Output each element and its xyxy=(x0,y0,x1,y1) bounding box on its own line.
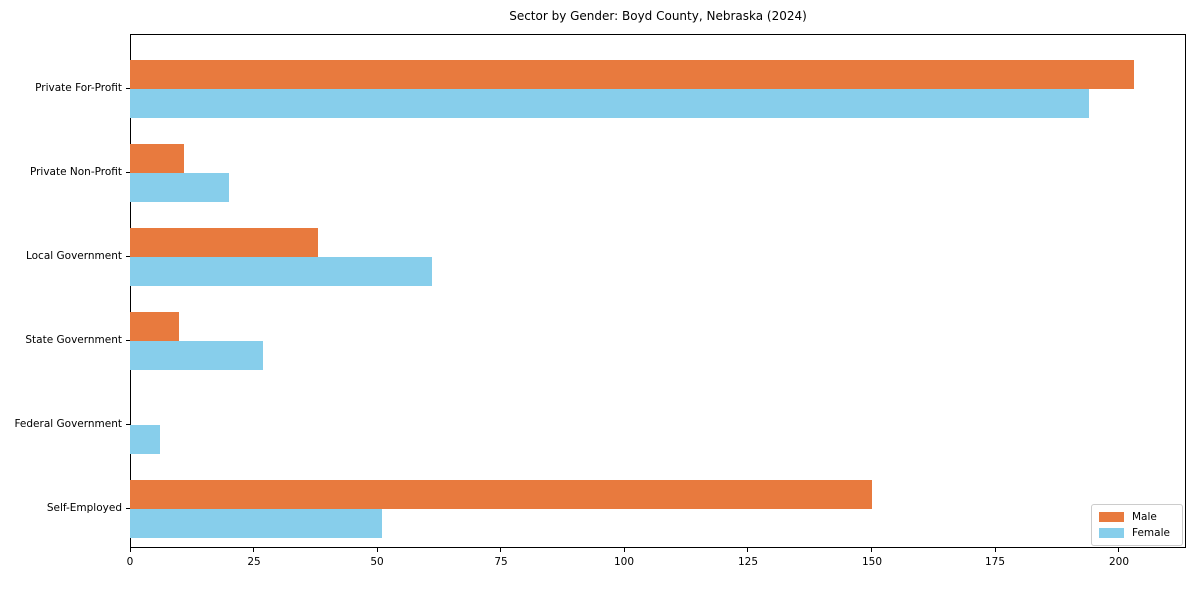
legend-swatch-female xyxy=(1099,528,1124,538)
x-tick-mark xyxy=(130,548,131,552)
bar-female-local-government xyxy=(130,257,432,286)
y-tick-mark xyxy=(126,256,130,257)
y-axis-label-federal-government: Federal Government xyxy=(14,418,122,430)
legend-item-male: Male xyxy=(1099,511,1175,523)
bar-male-state-government xyxy=(130,312,179,341)
x-tick-mark xyxy=(1118,548,1119,552)
x-tick-mark xyxy=(995,548,996,552)
y-tick-mark xyxy=(126,508,130,509)
x-tick-mark xyxy=(253,548,254,552)
x-axis-label-50: 50 xyxy=(370,556,384,568)
plot-area xyxy=(130,34,1186,548)
bar-male-private-non-profit xyxy=(130,144,184,173)
legend-item-female: Female xyxy=(1099,527,1175,539)
x-tick-mark xyxy=(500,548,501,552)
y-tick-mark xyxy=(126,172,130,173)
y-axis-label-local-government: Local Government xyxy=(25,250,122,262)
y-tick-mark xyxy=(126,340,130,341)
x-tick-mark xyxy=(624,548,625,552)
x-axis-label-125: 125 xyxy=(737,556,759,568)
bar-female-private-non-profit xyxy=(130,173,229,202)
x-tick-mark xyxy=(871,548,872,552)
y-axis-label-self-employed: Self-Employed xyxy=(46,502,122,514)
y-axis-label-private-for-profit: Private For-Profit xyxy=(35,82,122,94)
y-tick-mark xyxy=(126,424,130,425)
x-axis-label-150: 150 xyxy=(861,556,883,568)
x-axis-label-75: 75 xyxy=(494,556,508,568)
legend: Male Female xyxy=(1091,504,1183,546)
x-axis-label-175: 175 xyxy=(984,556,1006,568)
bar-female-federal-government xyxy=(130,425,160,454)
bar-female-private-for-profit xyxy=(130,89,1089,118)
bar-male-self-employed xyxy=(130,480,872,509)
x-axis-label-100: 100 xyxy=(613,556,635,568)
y-tick-mark xyxy=(126,88,130,89)
x-axis-label-0: 0 xyxy=(126,556,134,568)
y-axis-label-state-government: State Government xyxy=(25,334,122,346)
y-axis-label-private-non-profit: Private Non-Profit xyxy=(29,166,122,178)
bar-male-local-government xyxy=(130,228,318,257)
x-tick-mark xyxy=(747,548,748,552)
legend-swatch-male xyxy=(1099,512,1124,522)
bar-female-self-employed xyxy=(130,509,382,538)
bar-male-private-for-profit xyxy=(130,60,1134,89)
x-tick-mark xyxy=(377,548,378,552)
legend-label-female: Female xyxy=(1132,527,1170,539)
x-axis-label-25: 25 xyxy=(247,556,261,568)
x-axis-label-200: 200 xyxy=(1108,556,1130,568)
chart-title: Sector by Gender: Boyd County, Nebraska … xyxy=(509,9,807,23)
legend-label-male: Male xyxy=(1132,511,1157,523)
bar-female-state-government xyxy=(130,341,263,370)
